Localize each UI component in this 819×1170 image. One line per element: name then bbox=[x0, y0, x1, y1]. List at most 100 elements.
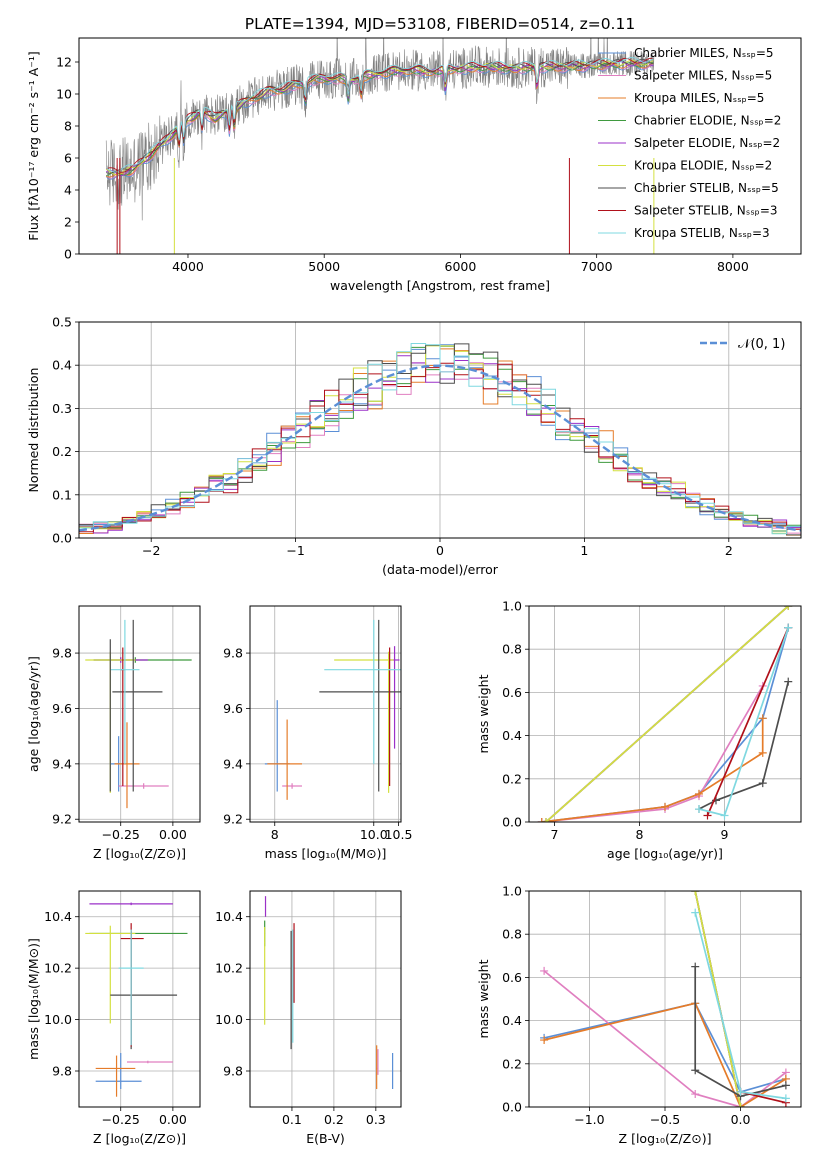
x-tick-label: 8 bbox=[636, 827, 644, 842]
weight-marker bbox=[691, 1090, 700, 1099]
y-axis-label: mass weight bbox=[476, 674, 491, 753]
y-tick-label: 1.0 bbox=[502, 884, 522, 899]
weight-marker bbox=[537, 818, 546, 822]
y-tick-label: 0.2 bbox=[52, 444, 72, 459]
y-tick-label: 10.2 bbox=[215, 961, 243, 976]
y-tick-label: 10 bbox=[56, 87, 72, 102]
y-tick-label: 9.6 bbox=[52, 701, 72, 716]
x-tick-label: 4000 bbox=[172, 259, 204, 274]
y-tick-label: 2 bbox=[64, 215, 72, 230]
panel-8: −1.0 −0.5 0.0 0.0 0.2 0.4 0.6 0.8 1.0 Z [log₁₀(Z/… bbox=[476, 884, 802, 1146]
x-tick-label: 10.0 bbox=[360, 827, 388, 842]
weight-line-3 bbox=[541, 718, 764, 822]
plot-area bbox=[85, 902, 188, 1097]
axes-frame bbox=[249, 890, 402, 1108]
legend-entry: Salpeter ELODIE, Nₛₛₚ=2 bbox=[634, 136, 780, 150]
y-tick-label: 10.0 bbox=[44, 1012, 72, 1027]
plot-area bbox=[79, 343, 801, 536]
y-axis-label: mass [log₁₀(M/M⊙)] bbox=[26, 938, 41, 1060]
weight-line-1 bbox=[543, 1002, 787, 1093]
y-tick-label: 1.0 bbox=[502, 599, 522, 614]
model-spectrum-9 bbox=[105, 56, 654, 173]
weight-marker bbox=[736, 1103, 745, 1107]
legend-entry: Kroupa ELODIE, Nₛₛₚ=2 bbox=[634, 159, 772, 173]
weight-marker bbox=[661, 802, 669, 811]
y-tick-label: 0.1 bbox=[52, 487, 72, 502]
y-tick-label: 0.2 bbox=[502, 771, 522, 786]
panel-1: 4000 5000 6000 7000 8000 0 2 4 6 8 10 12 wavelength … bbox=[26, 37, 802, 293]
axes-frame bbox=[249, 605, 402, 823]
y-tick-label: 10.0 bbox=[215, 1012, 243, 1027]
x-tick-label: 0 bbox=[436, 543, 444, 558]
panel-7: 0.1 0.2 0.3 9.8 10.0 10.2 10.4 E(B-V) bbox=[215, 890, 402, 1146]
y-tick-label: 0 bbox=[64, 247, 72, 262]
axes-frame bbox=[528, 890, 802, 1108]
model-spectrum-8 bbox=[106, 57, 654, 173]
x-tick-label: −1.0 bbox=[574, 1112, 604, 1127]
y-tick-label: 8 bbox=[64, 119, 72, 134]
plot-area bbox=[105, 38, 655, 254]
x-tick-label: 9 bbox=[721, 827, 729, 842]
weight-line-6 bbox=[545, 606, 789, 822]
weight-line-2 bbox=[543, 970, 787, 1107]
panel-5: 7 8 9 0.0 0.2 0.4 0.6 0.8 1.0 age [log₁₀(age/yr)]… bbox=[476, 599, 802, 861]
legend-entry: Salpeter STELIB, Nₛₛₚ=3 bbox=[634, 204, 778, 218]
legend-entry: Salpeter MILES, Nₛₛₚ=5 bbox=[634, 69, 772, 83]
observed-spectrum bbox=[105, 38, 655, 221]
weight-marker bbox=[695, 789, 703, 798]
y-tick-label: 9.2 bbox=[52, 812, 72, 827]
weight-marker bbox=[691, 908, 700, 917]
y-tick-label: 0.0 bbox=[502, 1100, 522, 1115]
y-tick-label: 0.4 bbox=[502, 728, 522, 743]
y-tick-label: 6 bbox=[64, 151, 72, 166]
panel-4: 8 10.010.5 9.2 9.4 9.6 9.8 mass [log₁₀(M/M⊙)] bbox=[223, 605, 412, 861]
y-axis-label: mass weight bbox=[476, 959, 491, 1038]
x-tick-label: 8 bbox=[271, 827, 279, 842]
y-tick-label: 10.4 bbox=[215, 909, 243, 924]
weight-marker bbox=[736, 1087, 745, 1096]
y-tick-label: 0.8 bbox=[502, 642, 522, 657]
axes-frame bbox=[78, 890, 201, 1108]
weight-line-2 bbox=[541, 685, 764, 822]
weight-marker bbox=[695, 805, 703, 814]
x-tick-label: 0.1 bbox=[282, 1112, 302, 1127]
y-axis-label: Flux [fλ10⁻¹⁷ erg cm⁻² s⁻¹ A⁻¹] bbox=[26, 51, 41, 240]
y-tick-label: 10.2 bbox=[44, 961, 72, 976]
plot-area bbox=[537, 606, 793, 822]
weight-line-3 bbox=[543, 1002, 787, 1107]
x-tick-label: 2 bbox=[725, 543, 733, 558]
weight-marker bbox=[691, 891, 700, 895]
y-tick-label: 12 bbox=[56, 55, 72, 70]
x-tick-label: 0.2 bbox=[324, 1112, 344, 1127]
legend-entry: Chabrier MILES, Nₛₛₚ=5 bbox=[634, 46, 774, 60]
panel-6: −0.25 0.00 9.8 10.0 10.2 10.4 Z [log₁₀(Z/Z⊙)] m… bbox=[26, 890, 201, 1146]
y-tick-label: 4 bbox=[64, 183, 72, 198]
x-axis-label: Z [log₁₀(Z/Z⊙)] bbox=[93, 846, 186, 861]
x-tick-label: −0.5 bbox=[650, 1112, 680, 1127]
x-axis-label: wavelength [Angstrom, rest frame] bbox=[330, 278, 550, 293]
y-tick-label: 0.0 bbox=[502, 815, 522, 830]
y-tick-label: 9.8 bbox=[52, 1064, 72, 1079]
x-axis-label: mass [log₁₀(M/M⊙)] bbox=[265, 846, 387, 861]
y-tick-label: 9.6 bbox=[223, 701, 243, 716]
x-tick-label: −0.25 bbox=[102, 827, 140, 842]
legend: Chabrier MILES, Nₛₛₚ=5 Salpeter MILES, Nₛ… bbox=[598, 46, 781, 240]
y-axis-label: age [log₁₀(age/yr)] bbox=[26, 656, 41, 772]
plot-area bbox=[264, 619, 401, 800]
weight-marker bbox=[758, 748, 767, 757]
weight-marker bbox=[781, 1081, 790, 1090]
weight-marker bbox=[691, 1066, 700, 1075]
weight-marker bbox=[720, 811, 729, 820]
y-tick-label: 9.4 bbox=[223, 756, 243, 771]
weight-marker bbox=[542, 818, 550, 822]
x-tick-label: 7000 bbox=[581, 259, 613, 274]
legend-entry: Kroupa STELIB, Nₛₛₚ=3 bbox=[634, 226, 770, 240]
weight-marker bbox=[758, 714, 767, 723]
y-tick-label: 9.8 bbox=[52, 646, 72, 661]
axes-frame bbox=[78, 321, 802, 539]
weight-marker bbox=[784, 606, 793, 610]
y-tick-label: 9.8 bbox=[223, 1064, 243, 1079]
x-tick-label: 5000 bbox=[308, 259, 340, 274]
y-tick-label: 9.4 bbox=[52, 756, 72, 771]
